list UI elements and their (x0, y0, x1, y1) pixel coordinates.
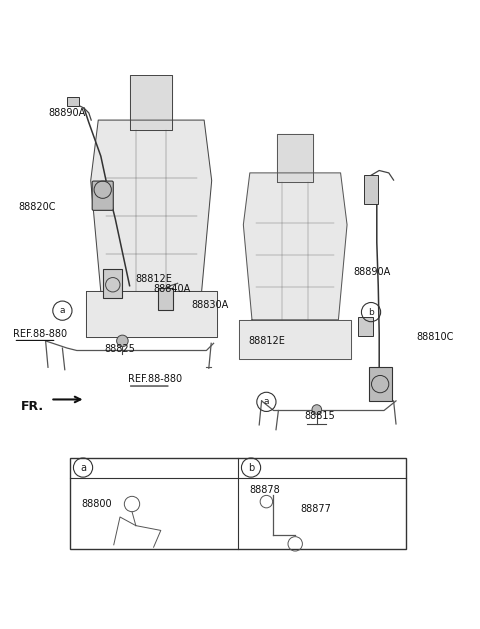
Text: a: a (80, 462, 86, 472)
Text: 88890A: 88890A (48, 108, 85, 118)
Text: 88812E: 88812E (135, 274, 172, 284)
Polygon shape (239, 320, 351, 359)
Text: 88840A: 88840A (154, 284, 191, 294)
Bar (358, 317, 373, 336)
Text: 88820C: 88820C (18, 202, 56, 212)
Polygon shape (130, 75, 172, 130)
Text: 88800: 88800 (82, 499, 112, 509)
Bar (103, 269, 122, 298)
Text: REF.88-880: REF.88-880 (128, 374, 182, 384)
Text: 88810C: 88810C (417, 332, 454, 342)
Text: 88830A: 88830A (191, 301, 228, 310)
Text: 88877: 88877 (300, 504, 331, 514)
Text: a: a (264, 398, 269, 406)
Polygon shape (91, 120, 212, 291)
Text: b: b (248, 462, 254, 472)
Bar (369, 367, 392, 401)
Circle shape (117, 335, 128, 347)
Text: 88815: 88815 (304, 411, 335, 421)
Bar (67, 97, 79, 106)
Text: FR.: FR. (21, 400, 44, 413)
Text: b: b (368, 308, 374, 316)
Text: a: a (60, 306, 65, 315)
Bar (364, 175, 378, 204)
Polygon shape (243, 173, 347, 320)
Bar (158, 288, 173, 309)
Text: 88878: 88878 (250, 484, 280, 494)
Text: 88825: 88825 (105, 344, 135, 354)
FancyBboxPatch shape (92, 181, 113, 210)
Polygon shape (85, 291, 217, 337)
Circle shape (312, 404, 322, 415)
Text: 88890A: 88890A (353, 267, 391, 277)
Polygon shape (277, 134, 313, 182)
Bar (70, 457, 406, 548)
Text: REF.88-880: REF.88-880 (13, 329, 68, 338)
Text: 88812E: 88812E (249, 337, 286, 347)
